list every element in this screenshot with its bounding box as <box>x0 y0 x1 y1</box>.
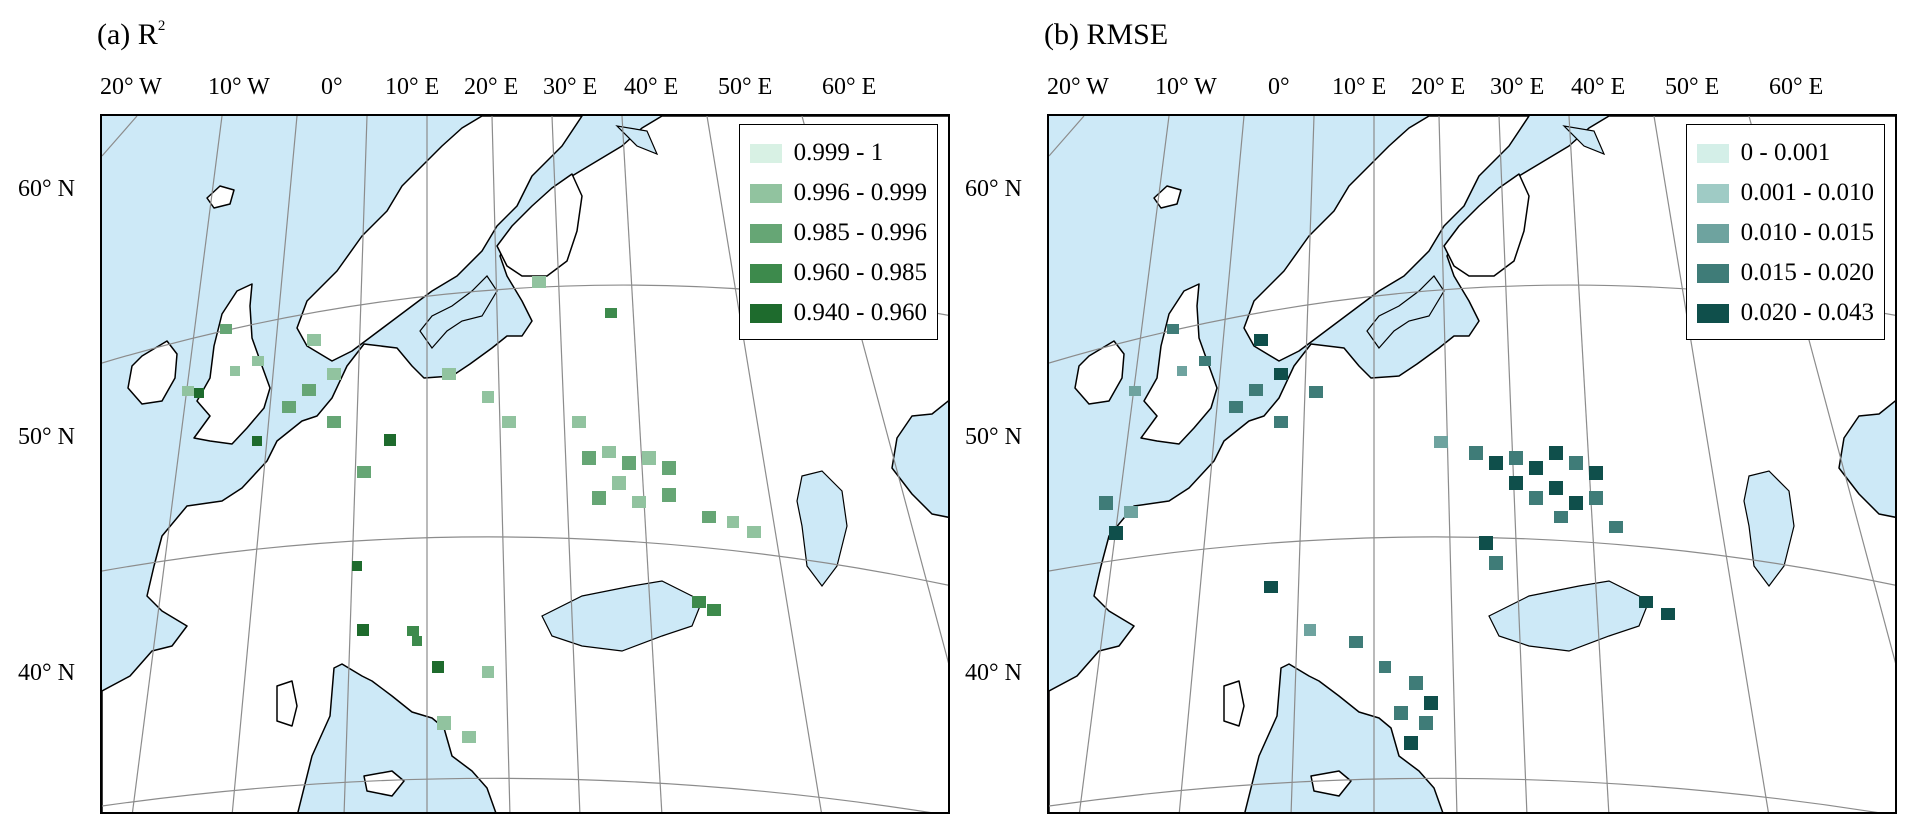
lat-label: 50° N <box>965 424 1022 450</box>
water-bodies <box>1366 125 1795 652</box>
legend-entry: 0.999 - 1 <box>749 133 927 173</box>
lat-label: 40° N <box>965 660 1022 686</box>
iceland-land <box>206 185 235 209</box>
lon-label: 20° E <box>464 74 519 100</box>
legend-entry: 0.020 - 0.043 <box>1696 293 1874 333</box>
sicily-land <box>1310 770 1352 797</box>
data-cells <box>182 276 761 743</box>
caspian-sea <box>1743 470 1795 587</box>
lon-label: 0° <box>1268 74 1290 100</box>
legend-label: 0.960 - 0.985 <box>793 259 927 286</box>
finland-land <box>1443 173 1530 277</box>
ireland-land <box>1074 340 1125 405</box>
legend-entry: 0.015 - 0.020 <box>1696 253 1874 293</box>
legend-swatch <box>749 183 782 203</box>
legend-entry: 0 - 0.001 <box>1696 133 1874 173</box>
lat-label: 50° N <box>18 424 75 450</box>
lon-label: 60° E <box>1769 74 1824 100</box>
black-sea <box>1488 580 1650 652</box>
scandinavia-land <box>296 116 583 362</box>
map-canvas <box>102 116 948 812</box>
panel-rmse: (b) RMSE 20° W 10° W 0° 10° E 20° E 30° … <box>947 0 1897 834</box>
lon-label: 60° E <box>822 74 877 100</box>
legend-swatch <box>749 263 782 283</box>
lon-label: 50° E <box>1665 74 1720 100</box>
data-cells <box>1099 324 1675 750</box>
lon-label: 20° W <box>1047 74 1109 100</box>
lon-label: 10° E <box>385 74 440 100</box>
landmass <box>1049 116 1895 812</box>
black-sea <box>541 580 703 652</box>
map-canvas <box>1049 116 1895 812</box>
legend-swatch <box>1696 263 1729 283</box>
panel-title: (a) R2 <box>97 18 166 51</box>
legend-label: 0.010 - 0.015 <box>1740 219 1874 246</box>
legend-swatch <box>749 303 782 323</box>
lon-label: 20° W <box>100 74 162 100</box>
legend-swatch <box>1696 183 1729 203</box>
legend-swatch <box>1696 143 1729 163</box>
legend: 0.999 - 1 0.996 - 0.999 0.985 - 0.996 0.… <box>738 124 938 340</box>
panel-r2: (a) R2 20° W 10° W 0° 10° E 20° E 30° E … <box>0 0 950 834</box>
legend-entry: 0.960 - 0.985 <box>749 253 927 293</box>
map-frame: 0 - 0.001 0.001 - 0.010 0.010 - 0.015 0.… <box>1047 114 1897 814</box>
lon-label: 10° W <box>1155 74 1217 100</box>
legend-entry: 0.010 - 0.015 <box>1696 213 1874 253</box>
white-sea <box>615 125 659 156</box>
lat-label: 40° N <box>18 660 75 686</box>
baltic-sea <box>419 275 498 349</box>
sicily-land <box>363 770 405 797</box>
lat-label: 60° N <box>965 176 1022 202</box>
legend-entry: 0.001 - 0.010 <box>1696 173 1874 213</box>
baltic-sea <box>1366 275 1445 349</box>
legend-label: 0.020 - 0.043 <box>1740 299 1874 326</box>
lon-label: 20° E <box>1411 74 1466 100</box>
legend-swatch <box>749 143 782 163</box>
lon-label: 10° W <box>208 74 270 100</box>
lat-label: 60° N <box>18 176 75 202</box>
lon-label: 50° E <box>718 74 773 100</box>
lon-label: 30° E <box>1490 74 1545 100</box>
water-bodies <box>419 125 848 652</box>
caspian-sea <box>796 470 848 587</box>
legend-entry: 0.985 - 0.996 <box>749 213 927 253</box>
legend-label: 0.940 - 0.960 <box>793 299 927 326</box>
scandinavia-land <box>1243 116 1530 362</box>
legend-swatch <box>1696 303 1729 323</box>
lon-label: 10° E <box>1332 74 1387 100</box>
legend-label: 0 - 0.001 <box>1740 139 1831 166</box>
legend-entry: 0.940 - 0.960 <box>749 293 927 333</box>
finland-land <box>496 173 583 277</box>
lon-label: 0° <box>321 74 343 100</box>
lon-label: 30° E <box>543 74 598 100</box>
legend-entry: 0.996 - 0.999 <box>749 173 927 213</box>
iceland-land <box>1153 185 1182 209</box>
legend: 0 - 0.001 0.001 - 0.010 0.010 - 0.015 0.… <box>1685 124 1885 340</box>
legend-label: 0.985 - 0.996 <box>793 219 927 246</box>
ireland-land <box>127 340 178 405</box>
legend-label: 0.001 - 0.010 <box>1740 179 1874 206</box>
legend-swatch <box>1696 223 1729 243</box>
sardinia-land <box>276 680 298 727</box>
legend-label: 0.999 - 1 <box>793 139 884 166</box>
legend-label: 0.996 - 0.999 <box>793 179 927 206</box>
legend-label: 0.015 - 0.020 <box>1740 259 1874 286</box>
sardinia-land <box>1223 680 1245 727</box>
lon-label: 40° E <box>1571 74 1626 100</box>
legend-swatch <box>749 223 782 243</box>
map-frame: 0.999 - 1 0.996 - 0.999 0.985 - 0.996 0.… <box>100 114 950 814</box>
lon-label: 40° E <box>624 74 679 100</box>
white-sea <box>1562 125 1606 156</box>
panel-title: (b) RMSE <box>1044 18 1169 51</box>
